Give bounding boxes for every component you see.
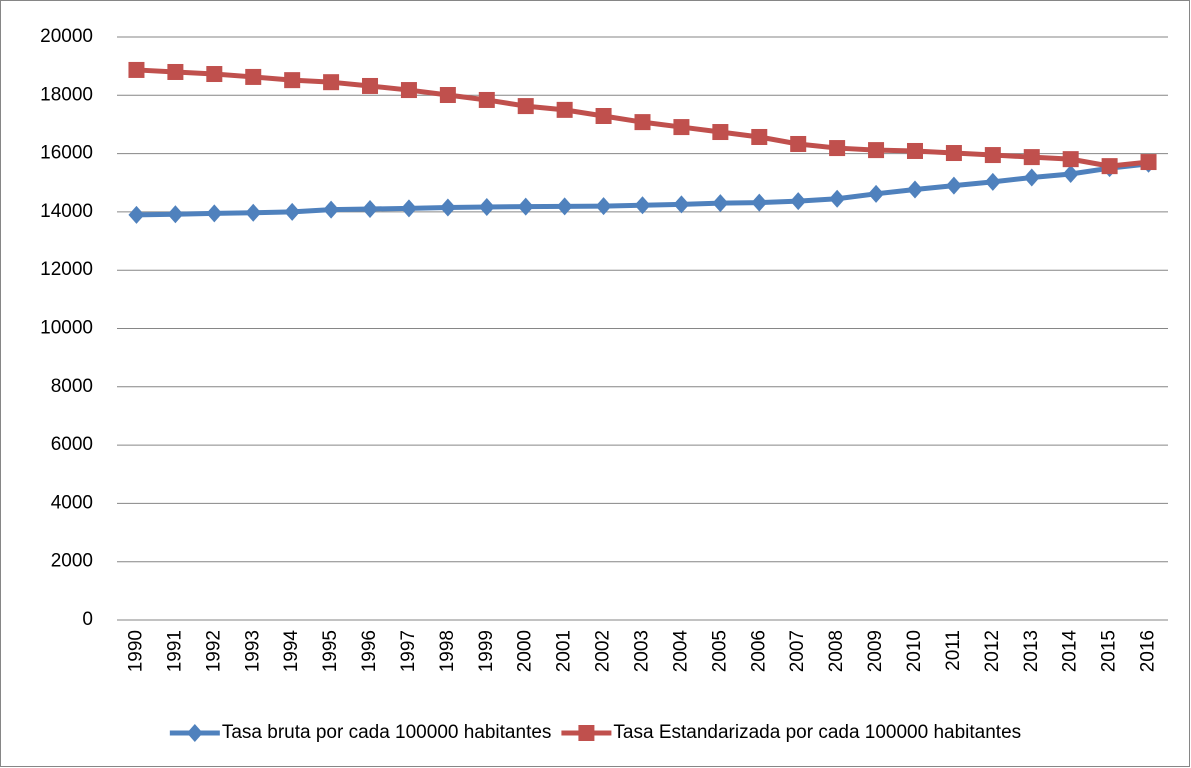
x-tick-label: 2009	[865, 630, 886, 672]
x-tick-label: 2008	[826, 630, 847, 672]
legend-marker	[186, 724, 203, 742]
data-point	[673, 195, 690, 214]
data-point	[945, 176, 962, 195]
x-tick-label: 2007	[787, 630, 808, 672]
data-point	[128, 61, 145, 78]
data-point	[478, 197, 495, 216]
data-point	[323, 200, 340, 219]
data-point	[906, 142, 923, 159]
data-point	[1062, 165, 1079, 184]
data-point	[323, 74, 340, 91]
x-tick-label: 2010	[904, 630, 925, 672]
x-tick-label: 2001	[554, 630, 575, 672]
data-point	[906, 180, 923, 199]
x-tick-label: 1998	[437, 630, 458, 672]
y-tick-label: 20000	[40, 26, 93, 47]
data-point	[634, 196, 651, 215]
data-point	[1023, 168, 1040, 187]
x-tick-label: 2013	[1021, 630, 1042, 672]
data-point	[167, 63, 184, 80]
data-point	[284, 202, 301, 221]
data-point	[868, 142, 885, 159]
legend-label: Tasa Estandarizada por cada 100000 habit…	[613, 722, 1021, 743]
data-point	[128, 205, 145, 224]
data-point	[245, 203, 262, 222]
data-point	[439, 198, 456, 217]
data-point	[1140, 154, 1157, 171]
data-point	[206, 66, 223, 83]
y-tick-label: 2000	[51, 551, 93, 572]
data-point	[634, 114, 651, 131]
x-tick-label: 2003	[632, 630, 653, 672]
y-tick-label: 6000	[51, 434, 93, 455]
data-point	[400, 82, 417, 99]
data-point	[984, 147, 1001, 164]
data-point	[712, 194, 729, 213]
data-point	[595, 197, 612, 216]
data-point	[673, 119, 690, 136]
x-tick-label: 1991	[164, 630, 185, 672]
y-tick-label: 16000	[40, 143, 93, 164]
legend-item: Tasa Estandarizada por cada 100000 habit…	[561, 722, 1021, 743]
data-point	[829, 189, 846, 208]
data-point	[439, 87, 456, 104]
data-point	[790, 135, 807, 152]
data-point	[556, 101, 573, 118]
data-point	[1023, 149, 1040, 166]
data-point	[829, 140, 846, 157]
data-point	[984, 172, 1001, 191]
data-point	[362, 199, 379, 218]
x-tick-label: 1997	[398, 630, 419, 672]
x-tick-label: 1996	[359, 630, 380, 672]
y-tick-label: 8000	[51, 376, 93, 397]
x-tick-label: 2011	[943, 630, 964, 671]
x-tick-label: 2002	[593, 630, 614, 672]
x-tick-label: 2000	[515, 630, 536, 672]
data-point	[517, 98, 534, 115]
data-point	[478, 91, 495, 108]
x-tick-label: 2014	[1060, 630, 1081, 673]
x-tick-label: 2004	[670, 630, 691, 673]
data-point	[595, 107, 612, 124]
data-point	[400, 199, 417, 218]
data-point	[751, 193, 768, 212]
data-point	[751, 128, 768, 145]
data-point	[362, 77, 379, 94]
x-tick-label: 1995	[320, 630, 341, 672]
data-point	[206, 204, 223, 223]
data-point	[1101, 158, 1118, 175]
legend-label: Tasa bruta por cada 100000 habitantes	[222, 722, 552, 743]
x-tick-label: 2015	[1099, 630, 1120, 672]
x-tick-label: 2006	[748, 630, 769, 672]
data-point	[945, 145, 962, 162]
legend-item: Tasa bruta por cada 100000 habitantes	[169, 722, 552, 743]
data-point	[556, 197, 573, 216]
y-tick-label: 12000	[40, 259, 93, 280]
x-tick-label: 1994	[281, 630, 302, 673]
data-point	[868, 184, 885, 203]
x-tick-label: 2005	[709, 630, 730, 672]
data-point	[284, 72, 301, 89]
data-point	[790, 192, 807, 211]
y-tick-label: 18000	[40, 84, 93, 105]
data-point	[167, 205, 184, 224]
x-tick-label: 1999	[476, 630, 497, 672]
y-tick-label: 0	[82, 609, 93, 630]
data-point	[712, 124, 729, 141]
data-point	[517, 197, 534, 216]
legend-marker	[578, 725, 595, 741]
y-tick-label: 10000	[40, 318, 93, 339]
x-tick-label: 1990	[125, 630, 146, 672]
y-tick-label: 14000	[40, 201, 93, 222]
x-tick-label: 1992	[203, 630, 224, 672]
x-tick-label: 1993	[242, 630, 263, 672]
data-point	[245, 68, 262, 85]
y-tick-label: 4000	[51, 492, 93, 513]
data-point	[1062, 151, 1079, 168]
x-tick-label: 2016	[1138, 630, 1159, 672]
x-tick-label: 2012	[982, 630, 1003, 672]
